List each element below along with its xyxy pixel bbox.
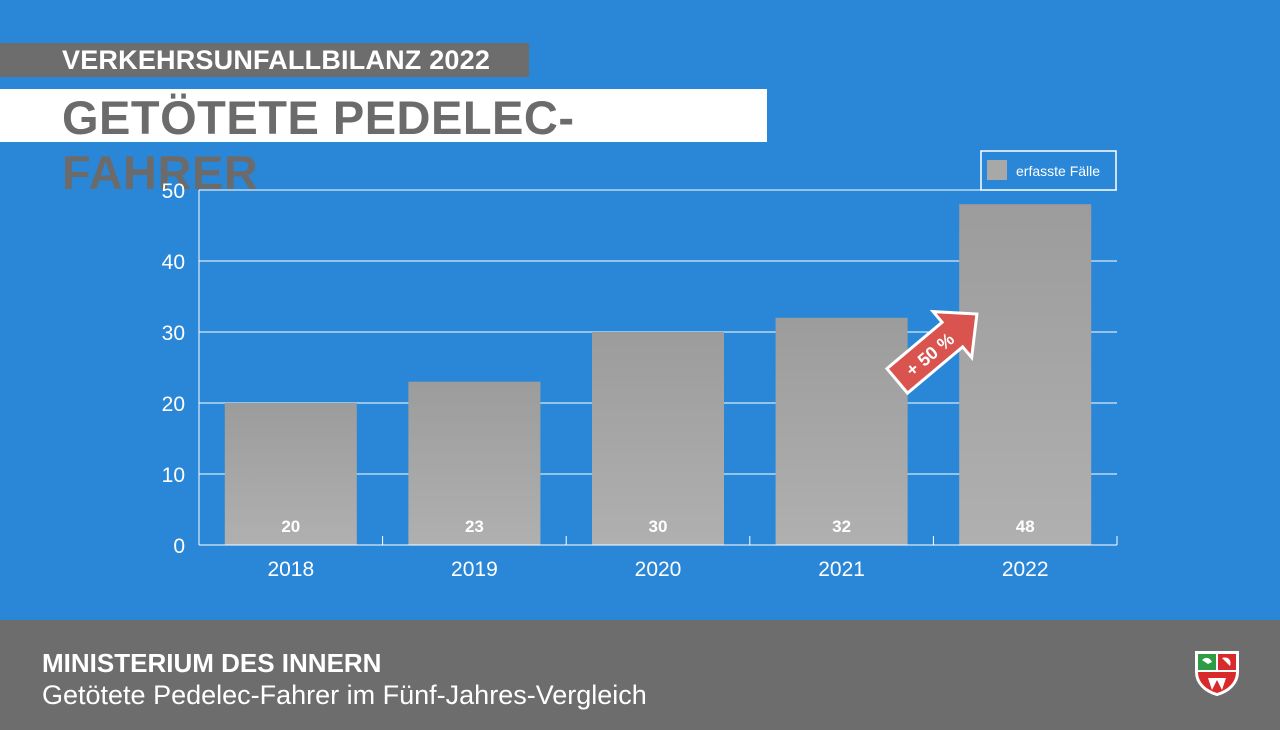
- data-label: 30: [649, 517, 668, 536]
- arrow-shape: [884, 309, 979, 396]
- legend-label: erfasste Fälle: [1016, 163, 1100, 179]
- y-tick-label: 0: [173, 535, 185, 558]
- legend-box: [980, 150, 1117, 191]
- data-label: 32: [832, 517, 851, 536]
- footer-org: MINISTERIUM DES INNERN: [42, 648, 382, 678]
- kicker-bar: VERKEHRSUNFALLBILANZ 2022: [0, 43, 529, 77]
- bar: [959, 204, 1092, 545]
- y-tick-label: 10: [162, 464, 185, 487]
- bar: [408, 381, 541, 545]
- bar: [592, 332, 724, 545]
- y-tick-label: 30: [162, 322, 185, 345]
- page-title: GETÖTETE PEDELEC-FAHRER: [62, 91, 575, 199]
- y-tick-label: 20: [162, 393, 185, 416]
- y-tick-label: 40: [162, 251, 185, 274]
- x-tick-label: 2018: [267, 558, 314, 581]
- kicker-text: VERKEHRSUNFALLBILANZ 2022: [62, 45, 491, 75]
- footer-subtitle: Getötete Pedelec-Fahrer im Fünf-Jahres-V…: [42, 680, 647, 710]
- x-tick-label: 2022: [1002, 558, 1049, 581]
- y-tick-label: 50: [162, 180, 185, 203]
- data-label: 20: [281, 517, 300, 536]
- x-tick-label: 2020: [635, 558, 682, 581]
- x-tick-label: 2021: [818, 558, 865, 581]
- x-tick-label: 2019: [451, 558, 498, 581]
- title-bar: GETÖTETE PEDELEC-FAHRER: [0, 89, 767, 199]
- bar: [775, 317, 908, 545]
- footer: MINISTERIUM DES INNERN Getötete Pedelec-…: [0, 620, 1280, 730]
- legend-swatch: [987, 160, 1007, 180]
- data-label: 23: [465, 517, 484, 536]
- bar: [224, 403, 357, 545]
- data-label: 48: [1016, 517, 1035, 536]
- bar-chart: 0 10 20 30 40 50 20 2018 23 2019 30 2020 32 2021 48 20…: [162, 150, 1118, 581]
- coat-of-arms-icon: [1195, 651, 1239, 696]
